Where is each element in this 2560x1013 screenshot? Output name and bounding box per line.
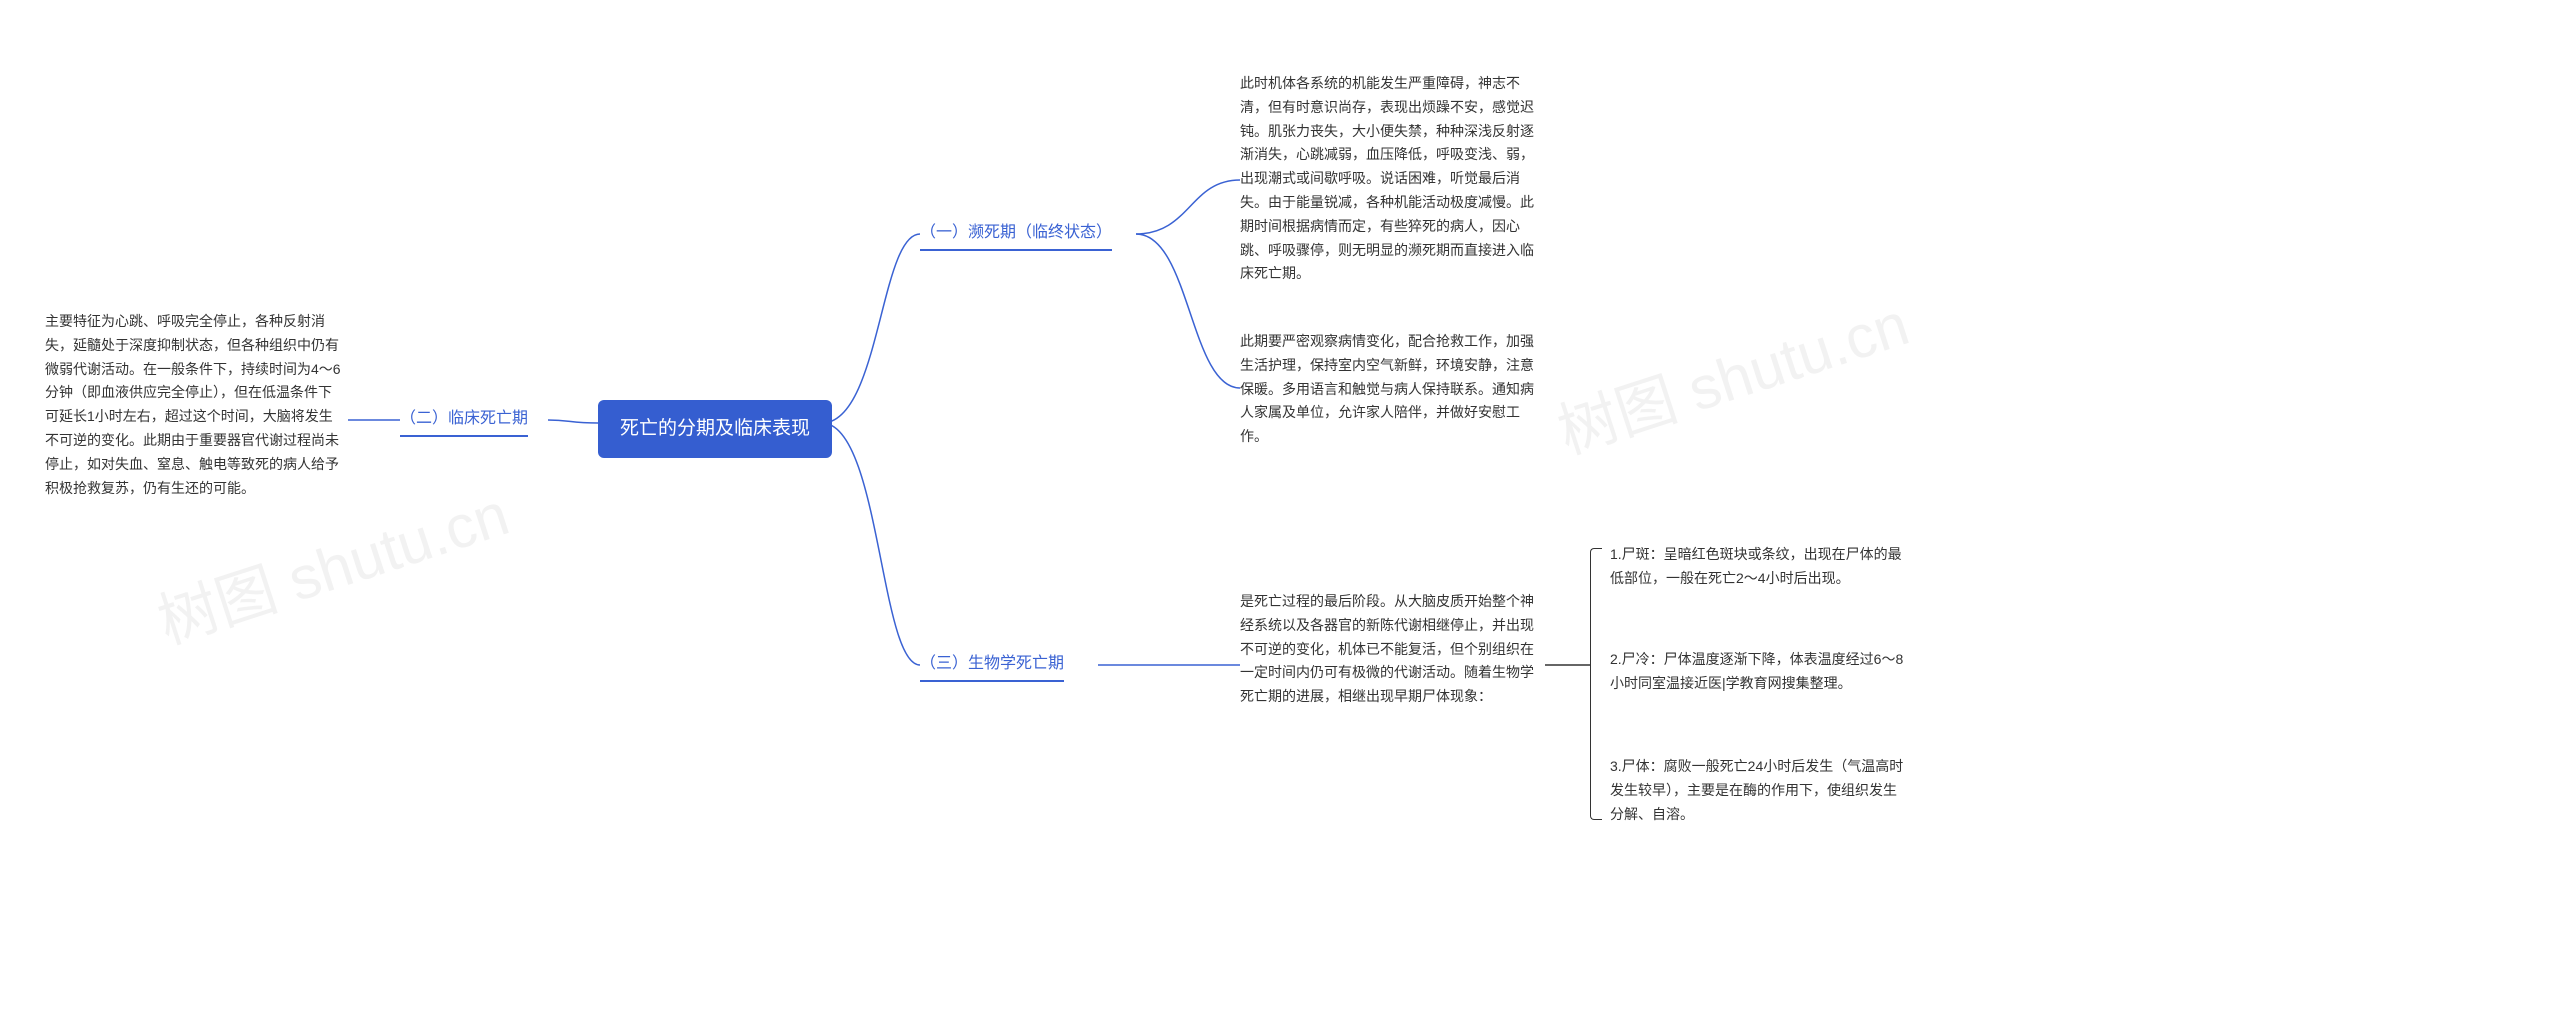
leaf-clinical-death-desc: 主要特征为心跳、呼吸完全停止，各种反射消失，延髓处于深度抑制状态，但各种组织中仍… [45, 310, 345, 500]
branch-clinical-death[interactable]: （二）临床死亡期 [400, 406, 528, 437]
leaf-algor-mortis: 2.尸冷：尸体温度逐渐下降，体表温度经过6～8小时同室温接近医|学教育网搜集整理… [1610, 648, 1910, 696]
leaf-agonal-desc1: 此时机体各系统的机能发生严重障碍，神志不清，但有时意识尚存，表现出烦躁不安，感觉… [1240, 72, 1540, 286]
root-node[interactable]: 死亡的分期及临床表现 [598, 400, 832, 458]
leaf-agonal-desc2: 此期要严密观察病情变化，配合抢救工作，加强生活护理，保持室内空气新鲜，环境安静，… [1240, 330, 1540, 449]
branch-agonal-stage[interactable]: （一）濒死期（临终状态） [920, 220, 1112, 251]
leaf-livor-mortis: 1.尸斑：呈暗红色斑块或条纹，出现在尸体的最低部位，一般在死亡2～4小时后出现。 [1610, 543, 1910, 591]
bracket [1590, 548, 1602, 820]
leaf-biological-desc: 是死亡过程的最后阶段。从大脑皮质开始整个神经系统以及各器官的新陈代谢相继停止，并… [1240, 590, 1540, 709]
branch-biological-death[interactable]: （三）生物学死亡期 [920, 651, 1064, 682]
watermark: 树图 shutu.cn [1545, 276, 1918, 471]
leaf-decomposition: 3.尸体：腐败一般死亡24小时后发生（气温高时发生较早），主要是在酶的作用下，使… [1610, 755, 1910, 826]
